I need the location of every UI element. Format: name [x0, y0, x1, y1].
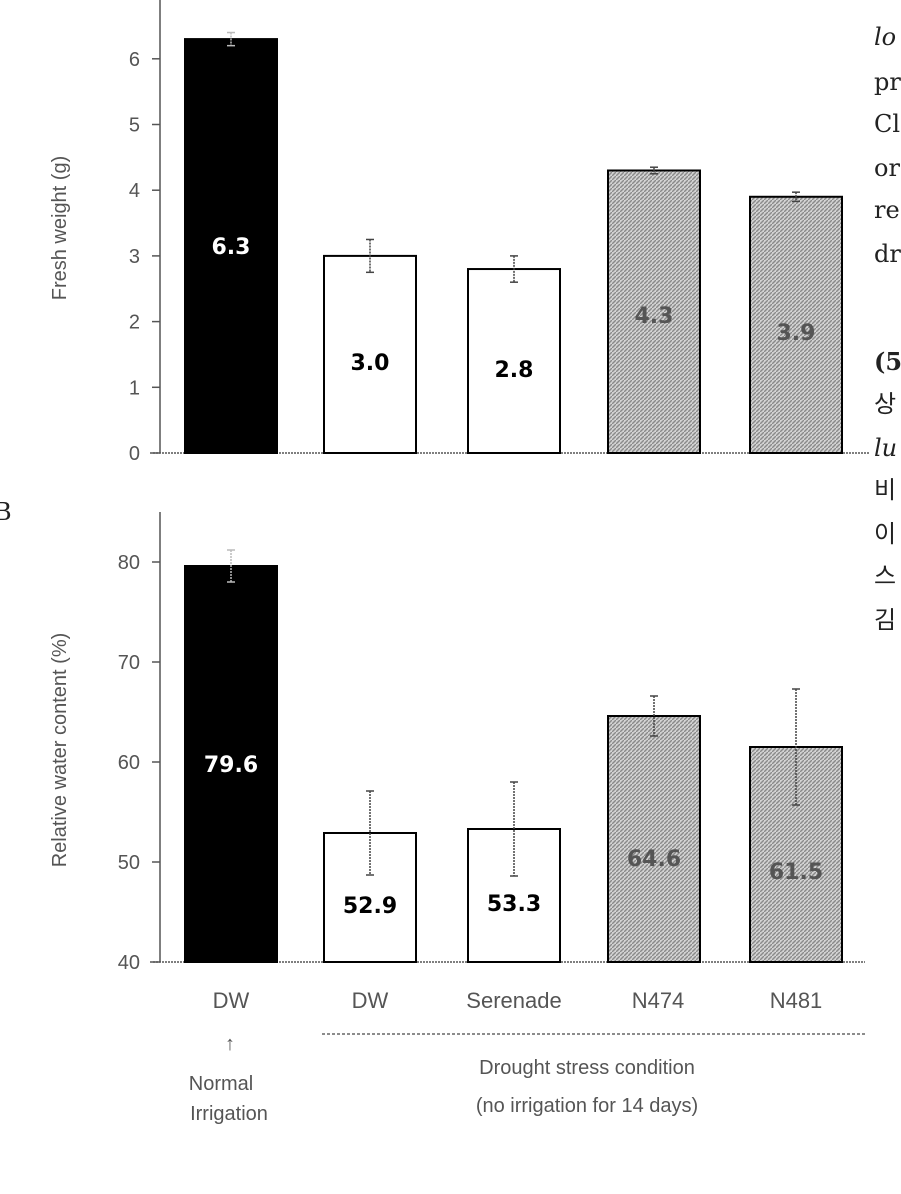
y-axis-title: Relative water content (%): [49, 633, 71, 868]
y-tick-label: 2: [129, 312, 140, 334]
side-text: dr: [874, 240, 901, 268]
normal-label-line2: Irrigation: [190, 1103, 268, 1125]
data-label: 61.5: [769, 860, 823, 885]
data-label: 3.0: [351, 351, 390, 376]
y-tick-label: 50: [118, 852, 140, 874]
y-tick-label: 0: [129, 443, 140, 465]
side-text: (5: [874, 347, 901, 376]
y-tick-label: 80: [118, 552, 140, 574]
y-tick-label: 70: [118, 652, 140, 674]
panel-letter: B: [0, 498, 12, 526]
fresh-weight-chart: 0 1 2 3 4 5 6 6.3 3.0 2.8 4.3 3.9 Fresh weight (g): [49, 0, 870, 465]
annotations: ↑ Normal Irrigation Drought stress condi…: [189, 1033, 865, 1125]
side-text: 이: [874, 520, 896, 548]
data-label: 3.9: [777, 321, 816, 346]
data-label: 52.9: [343, 894, 397, 919]
side-text: re: [874, 196, 900, 224]
normal-arrow: ↑: [225, 1033, 235, 1055]
y-tick-label: 5: [129, 115, 140, 137]
x-tick-label: DW: [213, 988, 250, 1013]
x-tick-label: Serenade: [466, 988, 561, 1013]
y-tick-label: 60: [118, 752, 140, 774]
data-label: 64.6: [627, 847, 681, 872]
x-category-labels: DW DW Serenade N474 N481: [213, 988, 823, 1013]
y-tick-label: 1: [129, 377, 140, 399]
data-label: 6.3: [212, 235, 251, 260]
side-text: or: [874, 154, 900, 182]
side-text: lo: [874, 23, 896, 51]
y-tick-label: 6: [129, 49, 140, 71]
x-tick-label: DW: [352, 988, 389, 1013]
cropped-side-text: lo pr Cl or re dr (5 상 lu 비 이 스 김: [874, 23, 901, 634]
x-tick-label: N481: [770, 988, 823, 1013]
relative-water-content-chart: B 40 50 60 70 80 79.6 52.9 53.3 64.6 61.5 Relati…: [0, 498, 865, 974]
data-label: 53.3: [487, 892, 541, 917]
side-text: 비: [874, 476, 896, 504]
drought-label-line2: (no irrigation for 14 days): [476, 1095, 698, 1117]
y-axis-title: Fresh weight (g): [49, 156, 71, 301]
side-text: 스: [874, 562, 896, 590]
side-text: 김: [874, 606, 896, 634]
bar: [608, 716, 700, 962]
side-text: lu: [874, 434, 897, 462]
data-label: 4.3: [635, 304, 674, 329]
data-label: 79.6: [204, 753, 258, 778]
normal-label-line1: Normal: [189, 1073, 253, 1095]
side-text: 상: [874, 390, 896, 418]
side-text: Cl: [874, 110, 900, 138]
side-text: pr: [874, 68, 901, 96]
data-label: 2.8: [495, 358, 534, 383]
drought-label-line1: Drought stress condition: [479, 1057, 695, 1079]
y-tick-label: 3: [129, 246, 140, 268]
x-tick-label: N474: [632, 988, 685, 1013]
y-tick-label: 4: [129, 180, 140, 202]
y-tick-label: 40: [118, 952, 140, 974]
